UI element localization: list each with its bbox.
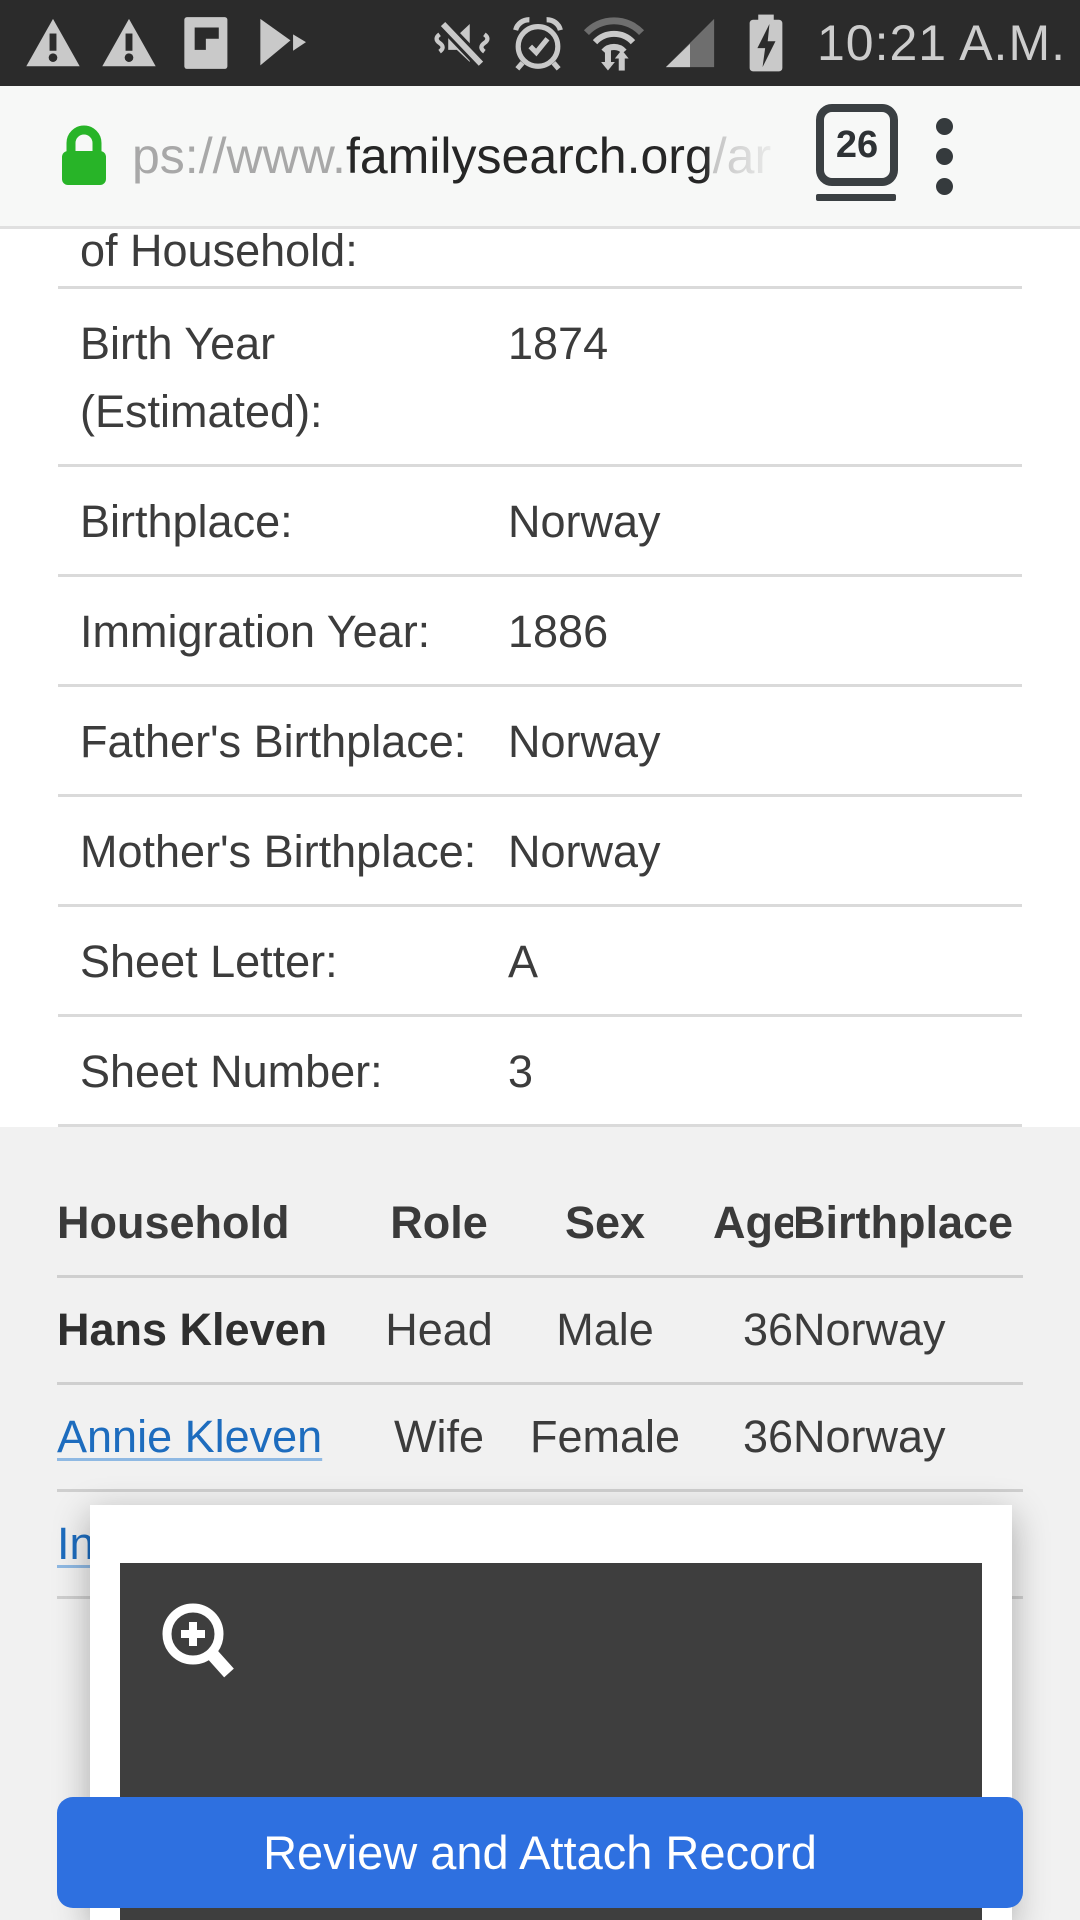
browser-url-bar: ps://www.familysearch.org/ar 26 [0, 86, 1080, 229]
detail-value: Norway [508, 716, 661, 767]
detail-label: of Household: [80, 229, 358, 276]
detail-row: Birthplace: Norway [58, 467, 1022, 577]
detail-value: Norway [508, 826, 661, 877]
household-row: Annie Kleven Wife Female 36 Norway [57, 1383, 1023, 1492]
url-fade [702, 127, 792, 185]
person-age: 36 [713, 1383, 793, 1492]
household-header-row: Household Role Sex Age Birthplace [57, 1171, 1023, 1278]
detail-value: Norway [508, 496, 661, 547]
person-name: Hans Kleven [57, 1304, 328, 1355]
column-header-birthplace: Birthplace [793, 1171, 1023, 1278]
column-header-role: Role [381, 1171, 497, 1278]
person-name-link[interactable]: Annie Kleven [57, 1411, 323, 1462]
detail-row-partial: of Household: [58, 229, 1022, 289]
alarm-check-icon [513, 17, 563, 71]
detail-value: 1874 [508, 318, 609, 369]
person-sex: Female [497, 1383, 713, 1492]
url-scheme: ps://www. [132, 128, 346, 184]
system-status-icons: 10:21 A.M. [431, 12, 1080, 74]
detail-row: Sheet Letter: A [58, 907, 1022, 1017]
page-content: of Household: Birth Year (Estimated): 18… [0, 229, 1080, 1599]
column-header-age: Age [713, 1171, 793, 1278]
detail-row: Immigration Year: 1886 [58, 577, 1022, 687]
detail-value: A [508, 936, 539, 987]
lock-icon [62, 125, 106, 185]
record-details-table: of Household: Birth Year (Estimated): 18… [0, 229, 1080, 1127]
warning-icon [26, 18, 80, 67]
person-birthplace: Norway [793, 1276, 1023, 1385]
warning-icon [102, 18, 156, 67]
detail-row: Birth Year (Estimated): 1874 [58, 289, 1022, 467]
wifi-transfer-icon [583, 17, 645, 71]
clock-time: 10:21 A.M. [816, 15, 1066, 71]
person-age: 36 [713, 1276, 793, 1385]
household-row: Hans Kleven Head Male 36 Norway [57, 1276, 1023, 1385]
google-play-icon [260, 18, 306, 66]
person-sex: Male [497, 1276, 713, 1385]
detail-row: Father's Birthplace: Norway [58, 687, 1022, 797]
person-birthplace: Norway [793, 1383, 1023, 1492]
url-field[interactable]: ps://www.familysearch.org/ar [132, 127, 792, 185]
detail-label: Immigration Year: [80, 606, 431, 657]
detail-value: 3 [508, 1046, 534, 1097]
cell-signal-icon [665, 18, 715, 68]
battery-charging-icon [749, 14, 783, 72]
overflow-menu-icon[interactable] [936, 117, 953, 195]
zoom-in-icon[interactable] [153, 1596, 249, 1692]
tab-switcher-button[interactable]: 26 [816, 104, 900, 208]
column-header-sex: Sex [497, 1171, 713, 1278]
detail-value: 1886 [508, 606, 609, 657]
person-role: Wife [381, 1383, 497, 1492]
detail-row: Mother's Birthplace: Norway [58, 797, 1022, 907]
tab-count-badge: 26 [816, 104, 898, 186]
column-header-household: Household [57, 1171, 381, 1278]
tab-switcher-underline [816, 194, 896, 201]
detail-row: Sheet Number: 3 [58, 1017, 1022, 1127]
vibrate-mute-icon [434, 19, 490, 68]
detail-label: Sheet Letter: [80, 936, 338, 987]
notification-icons [0, 12, 312, 74]
status-bar: 10:21 A.M. [0, 0, 1080, 86]
review-and-attach-button[interactable]: Review and Attach Record [57, 1797, 1023, 1908]
detail-label: Birth Year (Estimated): [80, 318, 323, 437]
person-role: Head [381, 1276, 497, 1385]
url-domain: familysearch.org [345, 128, 713, 184]
detail-label: Father's Birthplace: [80, 716, 467, 767]
flipboard-icon [184, 17, 228, 69]
detail-label: Sheet Number: [80, 1046, 383, 1097]
detail-label: Mother's Birthplace: [80, 826, 477, 877]
detail-label: Birthplace: [80, 496, 293, 547]
